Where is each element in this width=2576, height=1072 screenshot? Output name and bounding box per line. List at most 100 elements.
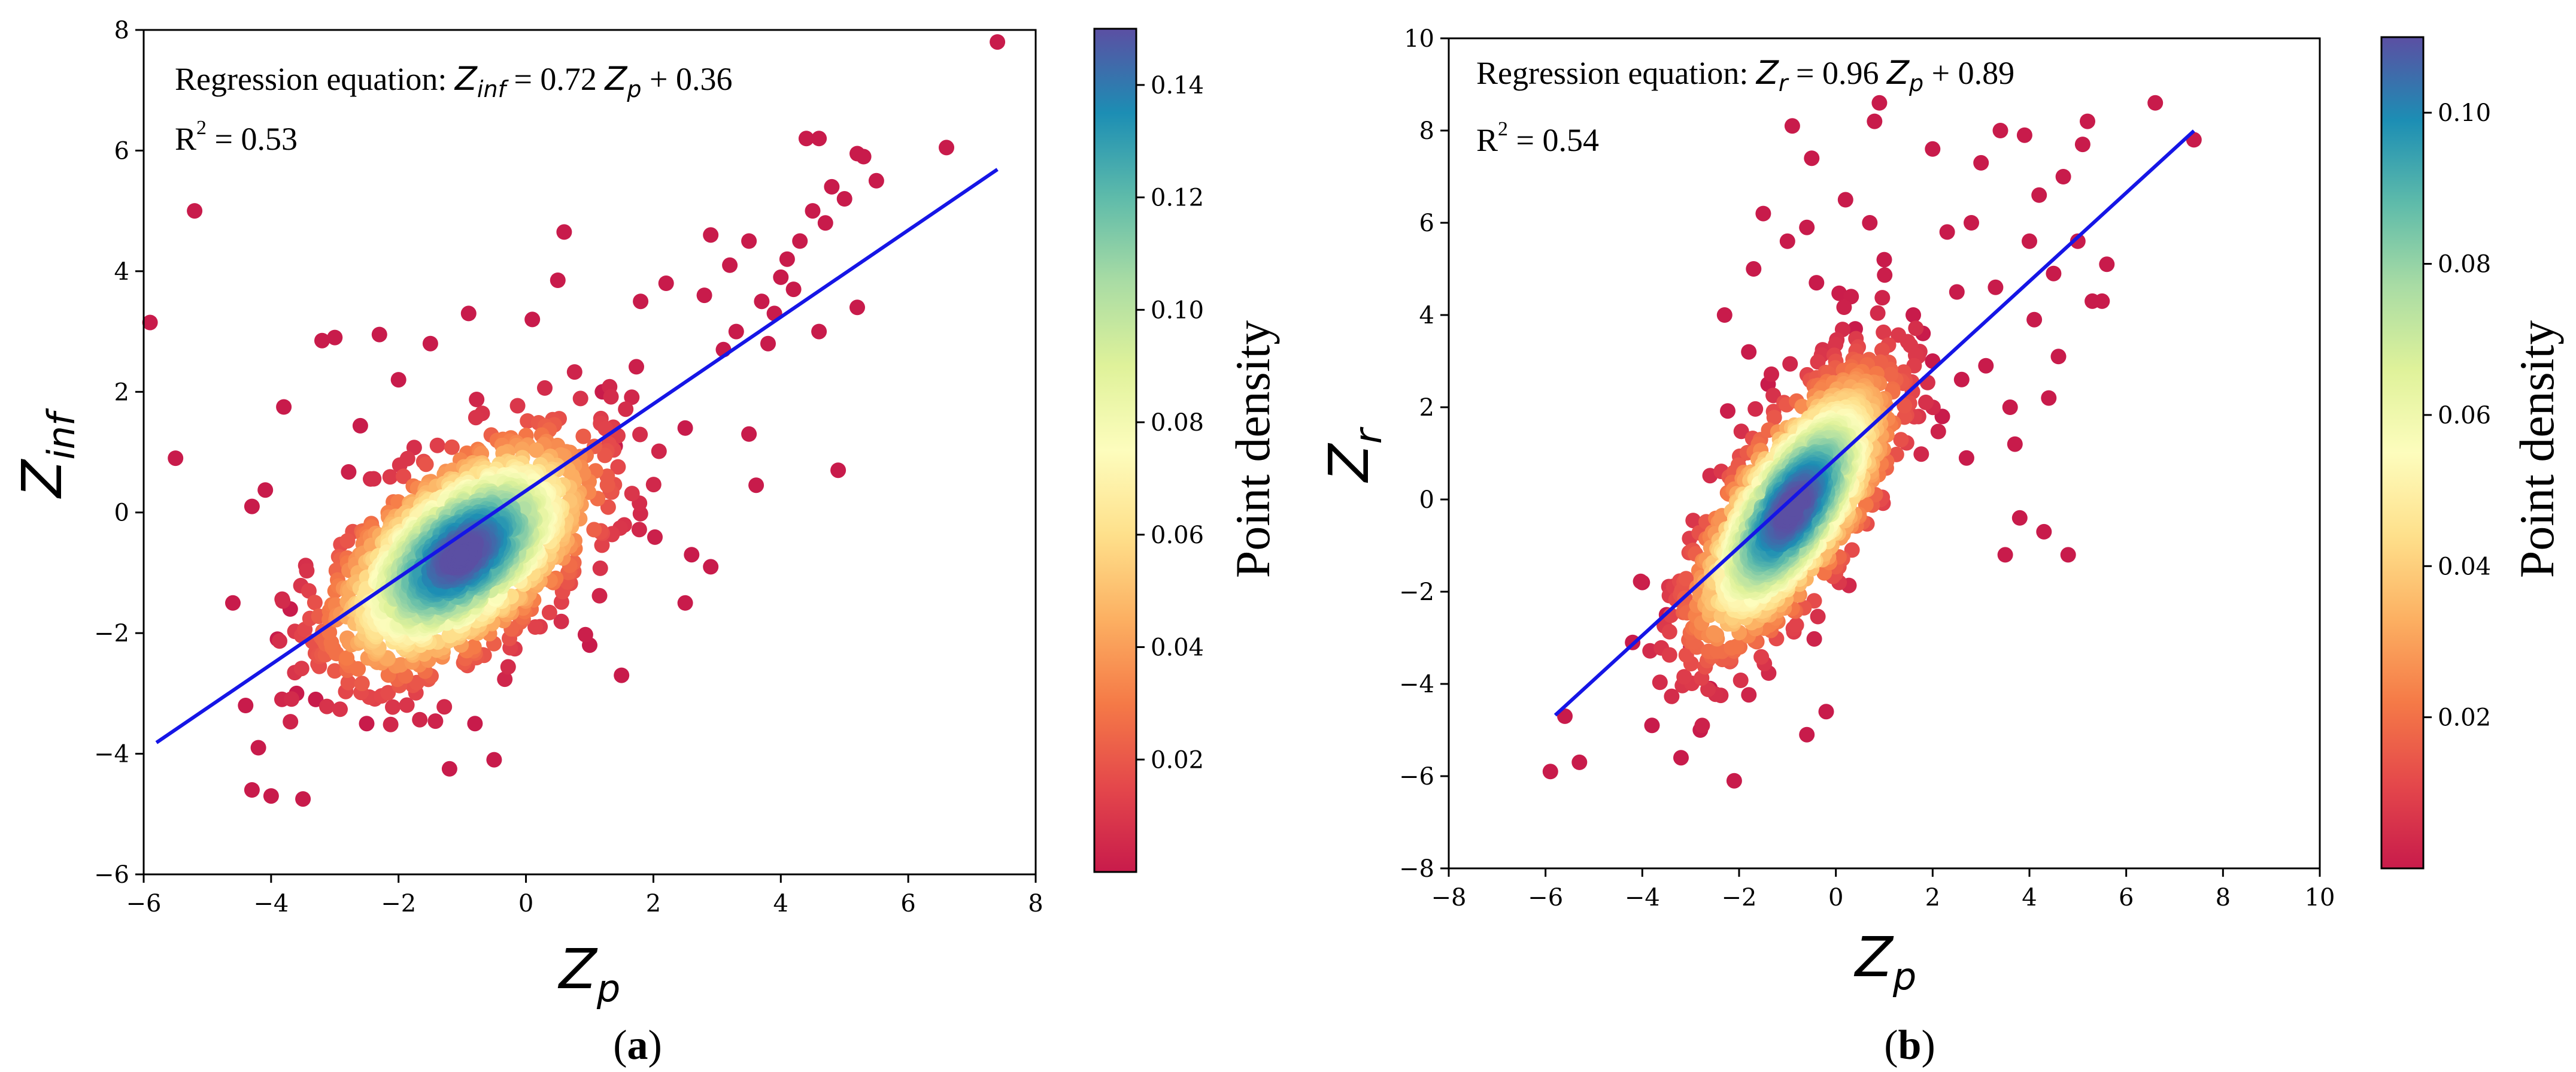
scatter-point — [741, 233, 757, 249]
panel-b-r-squared: R2 = 0.54 — [1476, 118, 1599, 158]
scatter-point — [754, 293, 770, 310]
colorbar-tick-label: 0.10 — [2438, 99, 2491, 127]
y-tick-label: 0 — [1419, 486, 1434, 514]
scatter-point — [187, 203, 203, 219]
y-tick-label: 8 — [1419, 117, 1434, 145]
scatter-point — [855, 149, 872, 165]
colorbar-tick-label: 0.08 — [1151, 409, 1204, 437]
scatter-point — [1633, 573, 1649, 589]
scatter-point — [276, 399, 292, 415]
scatter-point — [645, 477, 662, 493]
scatter-point — [1906, 307, 1921, 323]
scatter-point — [575, 428, 591, 444]
scatter-point — [556, 224, 572, 240]
scatter-point — [1897, 398, 1913, 414]
scatter-point — [497, 671, 513, 688]
panel-b-y-axis-label: Zr — [1317, 426, 1390, 483]
scatter-point — [696, 287, 712, 304]
scatter-point — [509, 398, 526, 414]
scatter-point — [1728, 638, 1744, 655]
scatter-point — [1794, 398, 1810, 414]
scatter-point — [1862, 215, 1878, 231]
scatter-point — [741, 426, 757, 442]
panel-b-scatter-points — [1542, 95, 2202, 789]
y-tick-label: 6 — [114, 137, 129, 165]
scatter-point — [283, 714, 299, 730]
scatter-point — [371, 326, 387, 343]
panel-a-scatter-points — [142, 34, 1006, 807]
scatter-point — [631, 522, 647, 538]
scatter-point — [1788, 617, 1804, 633]
scatter-point — [2055, 169, 2071, 184]
scatter-point — [1818, 704, 1834, 720]
scatter-point — [1978, 358, 1994, 374]
scatter-point — [728, 323, 744, 340]
scatter-point — [1782, 356, 1798, 372]
scatter-point — [1753, 649, 1770, 665]
scatter-point — [1706, 625, 1722, 641]
scatter-point — [629, 359, 644, 375]
scatter-point — [684, 547, 700, 563]
scatter-point — [624, 389, 640, 405]
colorbar-tick-label: 0.04 — [2438, 553, 2491, 580]
scatter-point — [1809, 275, 1825, 291]
scatter-point — [811, 131, 827, 147]
scatter-point — [339, 650, 355, 666]
scatter-point — [677, 420, 693, 436]
scatter-point — [295, 791, 311, 807]
scatter-point — [441, 761, 457, 777]
x-tick-label: 6 — [900, 890, 915, 917]
scatter-point — [454, 546, 470, 562]
scatter-point — [2147, 95, 2164, 111]
colorbar-tick-label: 0.02 — [1151, 746, 1204, 774]
scatter-point — [586, 522, 602, 538]
scatter-point — [1876, 324, 1892, 340]
scatter-point — [1953, 371, 1970, 387]
x-tick-label: −4 — [1625, 884, 1660, 911]
scatter-point — [460, 305, 477, 322]
scatter-point — [524, 311, 541, 328]
scatter-point — [1837, 192, 1853, 208]
scatter-point — [429, 437, 445, 453]
x-tick-label: 2 — [646, 890, 661, 917]
scatter-point — [327, 329, 343, 346]
panel-a-colorbar — [1093, 28, 1137, 873]
scatter-point — [868, 172, 884, 189]
colorbar-tick-label: 0.02 — [2438, 704, 2491, 732]
scatter-point — [332, 701, 348, 717]
scatter-point — [722, 257, 738, 273]
x-tick-label: 2 — [1925, 884, 1940, 911]
y-tick-label: −4 — [94, 741, 129, 768]
y-tick-label: 4 — [1419, 302, 1434, 329]
scatter-point — [1992, 123, 2008, 138]
scatter-point — [624, 486, 640, 502]
colorbar-tick-label: 0.04 — [1151, 634, 1204, 662]
scatter-point — [1673, 750, 1689, 766]
colorbar-tick-label: 0.06 — [2438, 402, 2491, 429]
scatter-point — [390, 372, 406, 388]
scatter-point — [293, 661, 310, 677]
panel-a-x-axis: −6 −4 −2 0 2 4 6 8 — [126, 874, 1043, 917]
scatter-point — [319, 698, 335, 714]
x-tick-label: −6 — [126, 890, 162, 917]
scatter-point — [527, 619, 544, 635]
scatter-point — [383, 716, 399, 732]
scatter-point — [469, 392, 485, 407]
scatter-point — [1784, 501, 1800, 517]
scatter-point — [1726, 773, 1742, 789]
scatter-point — [2031, 187, 2047, 203]
scatter-point — [1874, 342, 1890, 358]
scatter-point — [2036, 523, 2052, 540]
scatter-point — [380, 685, 396, 701]
scatter-point — [1766, 410, 1782, 426]
scatter-point — [541, 604, 557, 620]
scatter-point — [1709, 643, 1725, 659]
scatter-point — [142, 314, 158, 331]
scatter-point — [1806, 631, 1822, 647]
scatter-point — [1799, 726, 1815, 743]
scatter-point — [385, 699, 400, 715]
scatter-point — [244, 498, 260, 514]
scatter-point — [647, 529, 663, 545]
scatter-point — [836, 191, 852, 207]
scatter-point — [238, 698, 254, 713]
